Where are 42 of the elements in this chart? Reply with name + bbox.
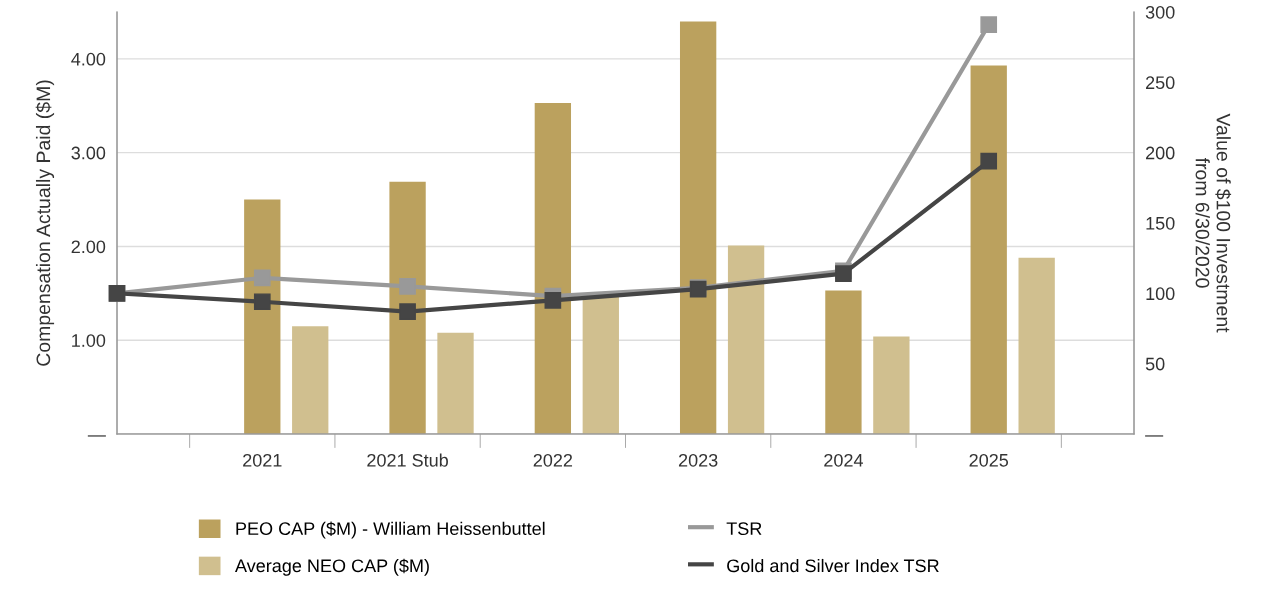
y-tick-label: — xyxy=(87,435,106,437)
point xyxy=(544,292,562,309)
y2-tick-label: — xyxy=(1145,435,1164,437)
point xyxy=(399,303,416,320)
x-tick-label: 2021 Stub xyxy=(367,453,448,467)
bar xyxy=(727,245,765,434)
y2-tick-label: 250 xyxy=(1146,76,1175,90)
bar xyxy=(292,326,329,434)
point xyxy=(399,277,416,295)
y2-tick-label: 100 xyxy=(1146,287,1175,301)
y2-tick-label: 200 xyxy=(1146,146,1175,160)
legend-label: Average NEO CAP ($M) xyxy=(235,558,429,576)
bar xyxy=(873,336,910,434)
bar xyxy=(534,102,572,434)
bar xyxy=(970,65,1007,434)
legend-label: PEO CAP ($M) - William Heissenbuttel xyxy=(236,521,545,539)
y2-tick-label: 150 xyxy=(1146,216,1175,230)
y2-tick-label: 50 xyxy=(1145,357,1165,371)
point xyxy=(253,293,271,311)
bar xyxy=(1018,257,1055,434)
bar xyxy=(679,21,717,434)
point xyxy=(253,269,271,287)
y-tick-label: 2.00 xyxy=(71,240,106,254)
point xyxy=(980,16,998,33)
x-tick-label: 2022 xyxy=(533,453,573,467)
y-axis-title: Compensation Actually Paid ($M) xyxy=(35,80,55,366)
y2-axis-title: Value of $100 Investment from 6/30/2020 xyxy=(1195,113,1232,333)
legend-label: TSR xyxy=(726,522,762,536)
y-tick-label: 1.00 xyxy=(72,334,106,347)
bar xyxy=(244,199,281,434)
legend-label: Gold and Silver Index TSR xyxy=(727,558,939,573)
x-tick-label: 2025 xyxy=(969,453,1009,467)
bar xyxy=(437,332,474,434)
x-tick-label: 2024 xyxy=(824,453,863,467)
y-tick-label: 4.00 xyxy=(71,52,106,66)
bar xyxy=(389,181,426,434)
y-tick-label: 3.00 xyxy=(71,146,106,160)
bar xyxy=(825,290,862,434)
x-tick-label: 2021 xyxy=(243,453,282,467)
y2-tick-label: 300 xyxy=(1145,5,1175,19)
point xyxy=(980,152,998,170)
x-tick-label: 2023 xyxy=(678,453,718,467)
